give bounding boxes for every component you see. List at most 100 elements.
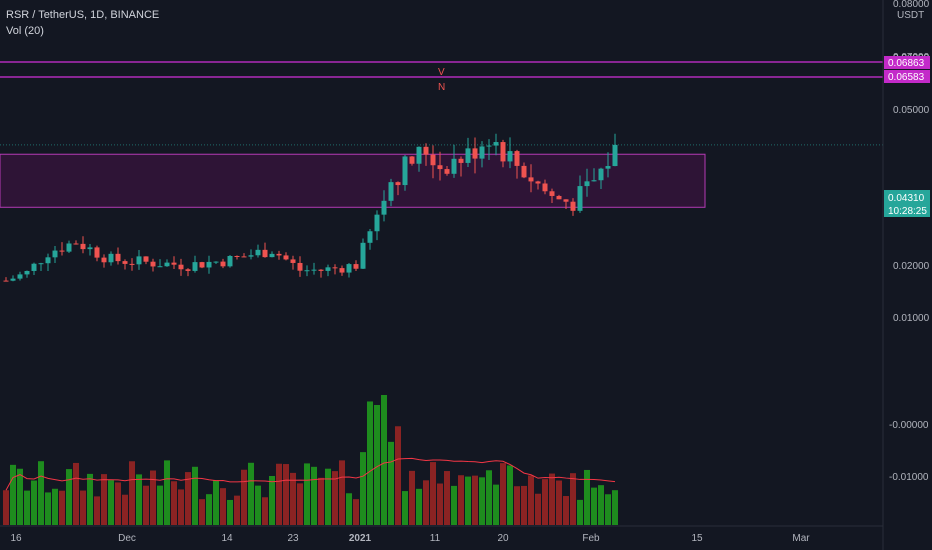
volume-bar: [437, 483, 443, 525]
volume-bar: [486, 470, 492, 525]
price-tick-label: 0.02000: [893, 261, 930, 272]
candle: [129, 258, 135, 271]
time-tick-label: 23: [287, 533, 299, 544]
candle: [87, 244, 93, 256]
volume-bar: [528, 475, 534, 525]
candle: [472, 137, 478, 174]
candle: [241, 253, 247, 258]
volume-bar: [276, 463, 282, 525]
candle: [374, 210, 380, 241]
volume-bars: [3, 395, 618, 525]
currency-label: USDT: [897, 10, 924, 21]
volume-bar: [297, 483, 303, 525]
volume-bar: [591, 487, 597, 525]
volume-bar: [535, 493, 541, 525]
candle: [479, 141, 485, 168]
candle: [605, 152, 611, 178]
volume-bar: [402, 491, 408, 525]
volume-bar: [556, 480, 562, 525]
candle: [437, 151, 443, 181]
volume-bar: [465, 476, 471, 525]
candle: [164, 259, 170, 267]
volume-indicator-label[interactable]: Vol (20): [6, 25, 44, 37]
candle: [577, 175, 583, 213]
volume-bar: [458, 475, 464, 525]
candle: [115, 247, 121, 265]
time-tick-label: Feb: [582, 533, 600, 544]
volume-bar: [150, 470, 156, 525]
volume-bar: [542, 479, 548, 525]
volume-bar: [108, 480, 114, 525]
candle: [143, 256, 149, 265]
candle: [612, 133, 618, 167]
volume-bar: [563, 496, 569, 525]
candle: [17, 271, 23, 281]
last-price-tag-bg: [884, 190, 930, 217]
candle: [213, 261, 219, 265]
volume-bar: [262, 497, 268, 525]
candle: [52, 245, 58, 263]
candle: [416, 146, 422, 172]
volume-bar: [395, 426, 401, 525]
zone-rect: [0, 153, 706, 208]
time-tick-label: Dec: [118, 533, 136, 544]
volume-bar: [129, 461, 135, 525]
candle: [367, 229, 373, 250]
volume-bar: [38, 461, 44, 525]
candle: [220, 258, 226, 269]
volume-bar: [304, 463, 310, 525]
volume-bar: [178, 489, 184, 525]
volume-bar: [255, 485, 261, 525]
volume-bar: [612, 490, 618, 525]
time-tick-label: 14: [221, 533, 233, 544]
candle: [269, 251, 275, 258]
lower-level-tag: 0.06583: [888, 72, 925, 83]
volume-bar: [248, 462, 254, 525]
candle: [409, 155, 415, 166]
candle: [3, 277, 9, 282]
volume-bar: [325, 468, 331, 525]
time-tick-label: 11: [430, 533, 441, 544]
marker-v: V: [438, 67, 445, 78]
volume-bar: [430, 462, 436, 525]
volume-bar: [80, 490, 86, 525]
candle: [304, 265, 310, 277]
candle: [570, 198, 576, 216]
volume-bar: [500, 463, 506, 525]
volume-bar: [367, 401, 373, 525]
candle: [297, 256, 303, 277]
volume-bar: [381, 395, 387, 525]
symbol-title[interactable]: RSR / TetherUS, 1D, BINANCE: [6, 9, 160, 21]
time-tick-label: 2021: [349, 533, 372, 544]
time-axis[interactable]: 16 Dec 14 23 2021 11 20 Feb 15 Mar: [10, 533, 810, 544]
volume-bar: [577, 499, 583, 525]
volume-bar: [45, 492, 51, 525]
candle: [318, 269, 324, 278]
time-tick-label: 16: [10, 533, 22, 544]
volume-bar: [171, 481, 177, 525]
candle: [248, 249, 254, 260]
candle: [38, 262, 44, 271]
candle: [10, 275, 16, 282]
volume-bar: [472, 475, 478, 525]
volume-bar: [87, 473, 93, 525]
candle: [521, 162, 527, 179]
volume-bar: [206, 494, 212, 525]
volume-bar: [115, 482, 121, 525]
candle: [451, 144, 457, 178]
candle: [283, 252, 289, 261]
horizontal-levels: [0, 61, 883, 146]
candle: [94, 245, 100, 262]
candle: [423, 143, 429, 166]
candle: [395, 181, 401, 196]
candle: [507, 137, 513, 169]
volume-bar: [514, 486, 520, 525]
candle: [430, 145, 436, 179]
time-tick-label: 15: [691, 533, 703, 544]
volume-bar: [353, 499, 359, 525]
volume-bar: [157, 485, 163, 525]
candle: [563, 199, 569, 209]
volume-bar: [423, 480, 429, 525]
